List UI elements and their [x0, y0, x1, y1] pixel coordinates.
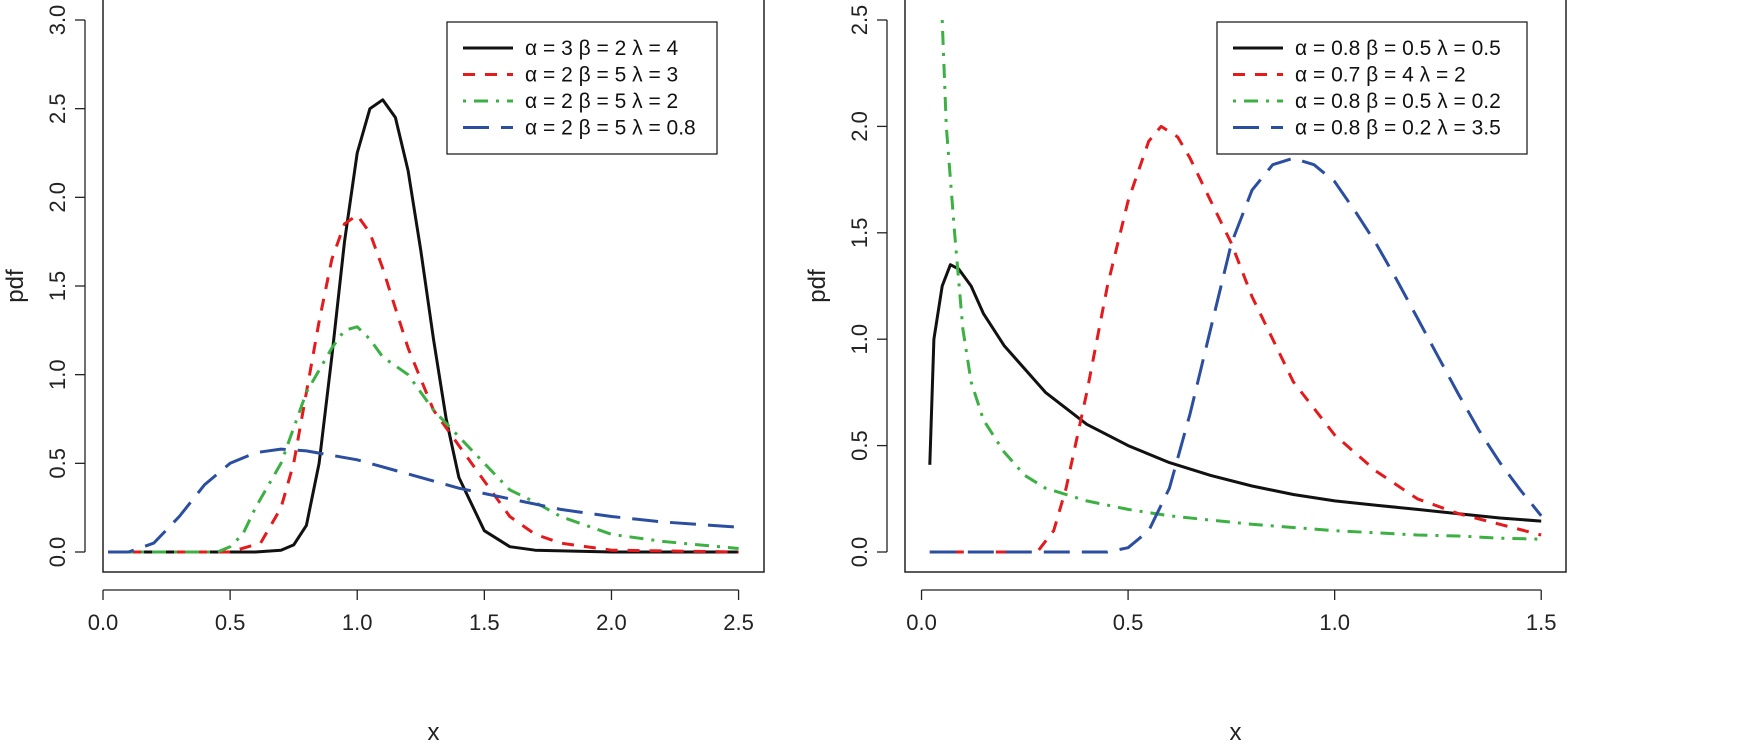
x-tick-label: 1.5 — [469, 610, 500, 635]
x-tick-label: 1.0 — [1319, 610, 1350, 635]
legend: α = 0.8 β = 0.5 λ = 0.5 α = 0.7 β = 4 λ =… — [1216, 21, 1528, 155]
y-tick-label: 2.0 — [45, 182, 70, 213]
series-line-4 — [108, 447, 739, 554]
y-tick-label: 1.0 — [847, 324, 872, 355]
y-axis-title: pdf — [2, 269, 29, 303]
x-tick-label: 0.5 — [1113, 610, 1144, 635]
plot-frame — [904, 0, 1567, 573]
y-tick-label: 0.5 — [847, 430, 872, 461]
legend-label-4: α = 2 β = 5 λ = 0.8 — [525, 117, 696, 140]
y-tick-label: 1.0 — [45, 359, 70, 390]
legend-label-4: α = 0.8 β = 0.2 λ = 3.5 — [1295, 117, 1501, 140]
legend-label-1: α = 3 β = 2 λ = 4 — [525, 37, 679, 60]
legend-box — [446, 21, 718, 155]
y-tick-label: 3.0 — [45, 5, 70, 36]
y-tick-label: 2.0 — [847, 111, 872, 142]
legend: α = 3 β = 2 λ = 4 α = 2 β = 5 λ = 3 α = 2 … — [446, 21, 718, 155]
legend-label-3: α = 2 β = 5 λ = 2 — [525, 90, 678, 113]
legend-label-3: α = 0.8 β = 0.5 λ = 0.2 — [1295, 90, 1501, 113]
chart-panel-2: 0.0 0.5 1.0 1.5 0.0 0.5 1.0 1.5 2.0 2.5 x pdf α = 0.… — [804, 0, 1567, 746]
series-line-3 — [108, 325, 739, 554]
x-axis-title: x — [428, 719, 440, 746]
legend-label-2: α = 0.7 β = 4 λ = 2 — [1295, 64, 1466, 87]
chart-panel-1: 0.0 0.5 1.0 1.5 2.0 2.5 0.0 0.5 1.0 1.5 2.0 2.5 3.0 x… — [2, 0, 765, 746]
x-tick-label: 0.5 — [215, 610, 246, 635]
y-tick-label: 2.5 — [45, 93, 70, 124]
series-line-4 — [929, 156, 1543, 554]
series-line-2 — [929, 124, 1542, 554]
series-line-1 — [928, 263, 1542, 523]
y-tick-label: 1.5 — [45, 271, 70, 302]
legend-label-2: α = 2 β = 5 λ = 3 — [525, 64, 678, 87]
x-tick-label: 1.5 — [1526, 610, 1557, 635]
x-tick-label: 2.5 — [723, 610, 754, 635]
plot-frame — [102, 0, 765, 573]
y-tick-label: 2.5 — [847, 5, 872, 36]
legend-box — [1216, 21, 1528, 155]
series-group — [928, 19, 1543, 554]
x-axis-title: x — [1230, 719, 1242, 746]
series-group — [108, 98, 739, 554]
series-line-1 — [108, 98, 739, 554]
y-tick-label: 0.0 — [847, 537, 872, 568]
legend-label-1: α = 0.8 β = 0.5 λ = 0.5 — [1295, 37, 1501, 60]
y-tick-label: 0.0 — [45, 537, 70, 568]
x-tick-label: 1.0 — [342, 610, 373, 635]
x-tick-label: 0.0 — [906, 610, 937, 635]
y-axis-title: pdf — [804, 269, 831, 303]
y-tick-label: 1.5 — [847, 218, 872, 249]
series-line-2 — [108, 213, 739, 554]
y-tick-label: 0.5 — [45, 448, 70, 479]
x-tick-label: 0.0 — [88, 610, 119, 635]
x-tick-label: 2.0 — [596, 610, 627, 635]
series-line-3 — [940, 19, 1542, 541]
